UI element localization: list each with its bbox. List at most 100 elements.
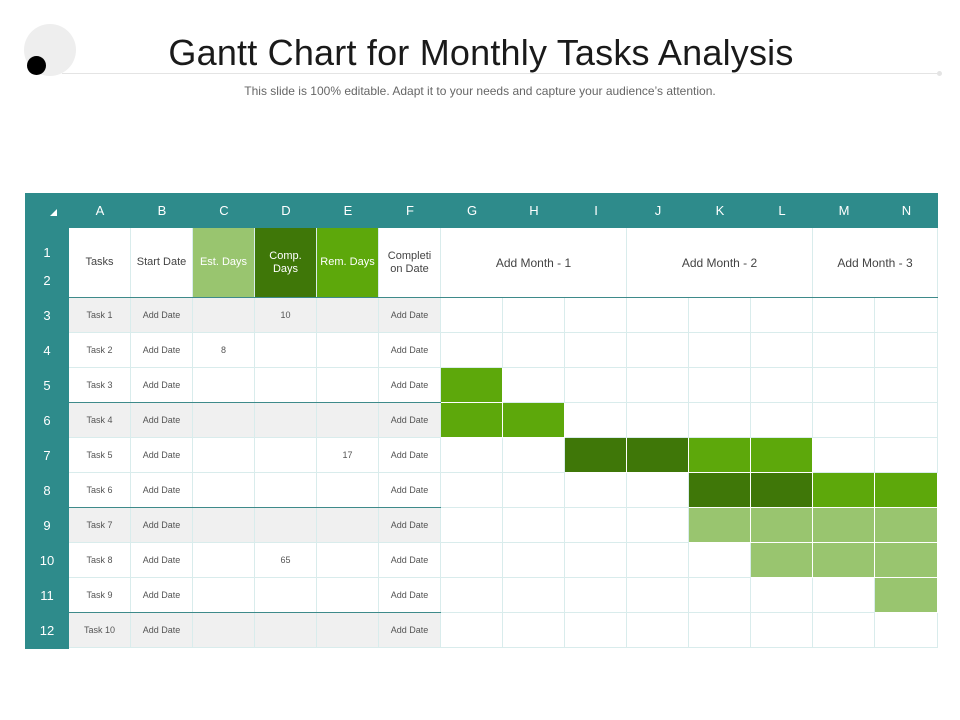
gantt-bar-segment[interactable] [875,578,938,613]
task-name-cell[interactable]: Task 4 [69,403,131,438]
completion-date-cell[interactable]: Add Date [379,508,441,543]
completion-date-cell[interactable]: Add Date [379,403,441,438]
gantt-cell[interactable] [503,508,565,543]
gantt-bar-segment[interactable] [875,473,938,508]
start-date-cell[interactable]: Add Date [131,508,193,543]
gantt-cell[interactable] [565,508,627,543]
row-header-1[interactable]: 1 [43,245,51,260]
est-days-cell[interactable] [193,543,255,578]
gantt-cell[interactable] [875,403,938,438]
est-days-cell[interactable] [193,298,255,333]
gantt-bar-segment[interactable] [751,438,813,473]
row-header-5[interactable]: 5 [43,377,51,393]
completion-date-cell[interactable]: Add Date [379,368,441,403]
column-header-d[interactable]: D [255,193,317,228]
comp-days-cell[interactable] [255,578,317,613]
comp-days-cell[interactable]: 10 [255,298,317,333]
gantt-cell[interactable] [503,298,565,333]
gantt-cell[interactable] [565,543,627,578]
gantt-cell[interactable] [751,368,813,403]
gantt-bar-segment[interactable] [565,438,627,473]
row-header-7[interactable]: 7 [43,447,51,463]
gantt-bar-segment[interactable] [441,368,503,403]
gantt-cell[interactable] [565,578,627,613]
gantt-cell[interactable] [627,543,689,578]
est-days-cell[interactable] [193,578,255,613]
column-header-a[interactable]: A [69,193,131,228]
header-month-1[interactable]: Add Month - 1 [441,228,627,298]
rem-days-cell[interactable] [317,543,379,578]
header-start-date[interactable]: Start Date [131,228,193,298]
start-date-cell[interactable]: Add Date [131,473,193,508]
column-header-m[interactable]: M [813,193,875,228]
column-header-c[interactable]: C [193,193,255,228]
comp-days-cell[interactable] [255,368,317,403]
gantt-cell[interactable] [441,438,503,473]
gantt-cell[interactable] [689,368,751,403]
column-header-g[interactable]: G [441,193,503,228]
comp-days-cell[interactable] [255,508,317,543]
gantt-bar-segment[interactable] [689,473,751,508]
est-days-cell[interactable] [193,508,255,543]
row-header-4[interactable]: 4 [43,342,51,358]
header-tasks[interactable]: Tasks [69,228,131,298]
gantt-bar-segment[interactable] [875,508,938,543]
gantt-cell[interactable] [751,613,813,648]
gantt-cell[interactable] [503,438,565,473]
gantt-bar-segment[interactable] [813,543,875,578]
gantt-bar-segment[interactable] [875,543,938,578]
rem-days-cell[interactable] [317,333,379,368]
rem-days-cell[interactable] [317,368,379,403]
gantt-cell[interactable] [813,333,875,368]
row-header-11[interactable]: 11 [40,587,54,603]
gantt-cell[interactable] [689,403,751,438]
gantt-cell[interactable] [751,298,813,333]
column-header-i[interactable]: I [565,193,627,228]
completion-date-cell[interactable]: Add Date [379,613,441,648]
rem-days-cell[interactable] [317,298,379,333]
column-header-b[interactable]: B [131,193,193,228]
gantt-cell[interactable] [565,403,627,438]
column-header-e[interactable]: E [317,193,379,228]
completion-date-cell[interactable]: Add Date [379,543,441,578]
column-header-j[interactable]: J [627,193,689,228]
comp-days-cell[interactable] [255,403,317,438]
gantt-bar-segment[interactable] [689,438,751,473]
gantt-cell[interactable] [813,298,875,333]
gantt-cell[interactable] [751,333,813,368]
start-date-cell[interactable]: Add Date [131,368,193,403]
est-days-cell[interactable] [193,438,255,473]
start-date-cell[interactable]: Add Date [131,333,193,368]
header-rem-days[interactable]: Rem. Days [317,228,379,298]
row-header-2[interactable]: 2 [43,273,51,288]
est-days-cell[interactable]: 8 [193,333,255,368]
header-est-days[interactable]: Est. Days [193,228,255,298]
gantt-cell[interactable] [875,368,938,403]
row-header-8[interactable]: 8 [43,482,51,498]
task-name-cell[interactable]: Task 6 [69,473,131,508]
start-date-cell[interactable]: Add Date [131,578,193,613]
rem-days-cell[interactable] [317,578,379,613]
gantt-cell[interactable] [813,368,875,403]
gantt-cell[interactable] [565,473,627,508]
completion-date-cell[interactable]: Add Date [379,298,441,333]
gantt-cell[interactable] [627,368,689,403]
column-header-k[interactable]: K [689,193,751,228]
gantt-cell[interactable] [627,473,689,508]
gantt-cell[interactable] [875,613,938,648]
column-header-f[interactable]: F [379,193,441,228]
gantt-cell[interactable] [503,613,565,648]
gantt-cell[interactable] [441,333,503,368]
gantt-cell[interactable] [751,403,813,438]
row-header-9[interactable]: 9 [43,517,51,533]
header-completion-date[interactable]: Completi on Date [379,228,441,298]
est-days-cell[interactable] [193,403,255,438]
gantt-cell[interactable] [627,508,689,543]
select-all-corner[interactable] [25,193,69,228]
gantt-bar-segment[interactable] [751,508,813,543]
gantt-cell[interactable] [503,543,565,578]
column-header-n[interactable]: N [875,193,938,228]
gantt-bar-segment[interactable] [813,508,875,543]
row-header-3[interactable]: 3 [43,307,51,323]
completion-date-cell[interactable]: Add Date [379,438,441,473]
